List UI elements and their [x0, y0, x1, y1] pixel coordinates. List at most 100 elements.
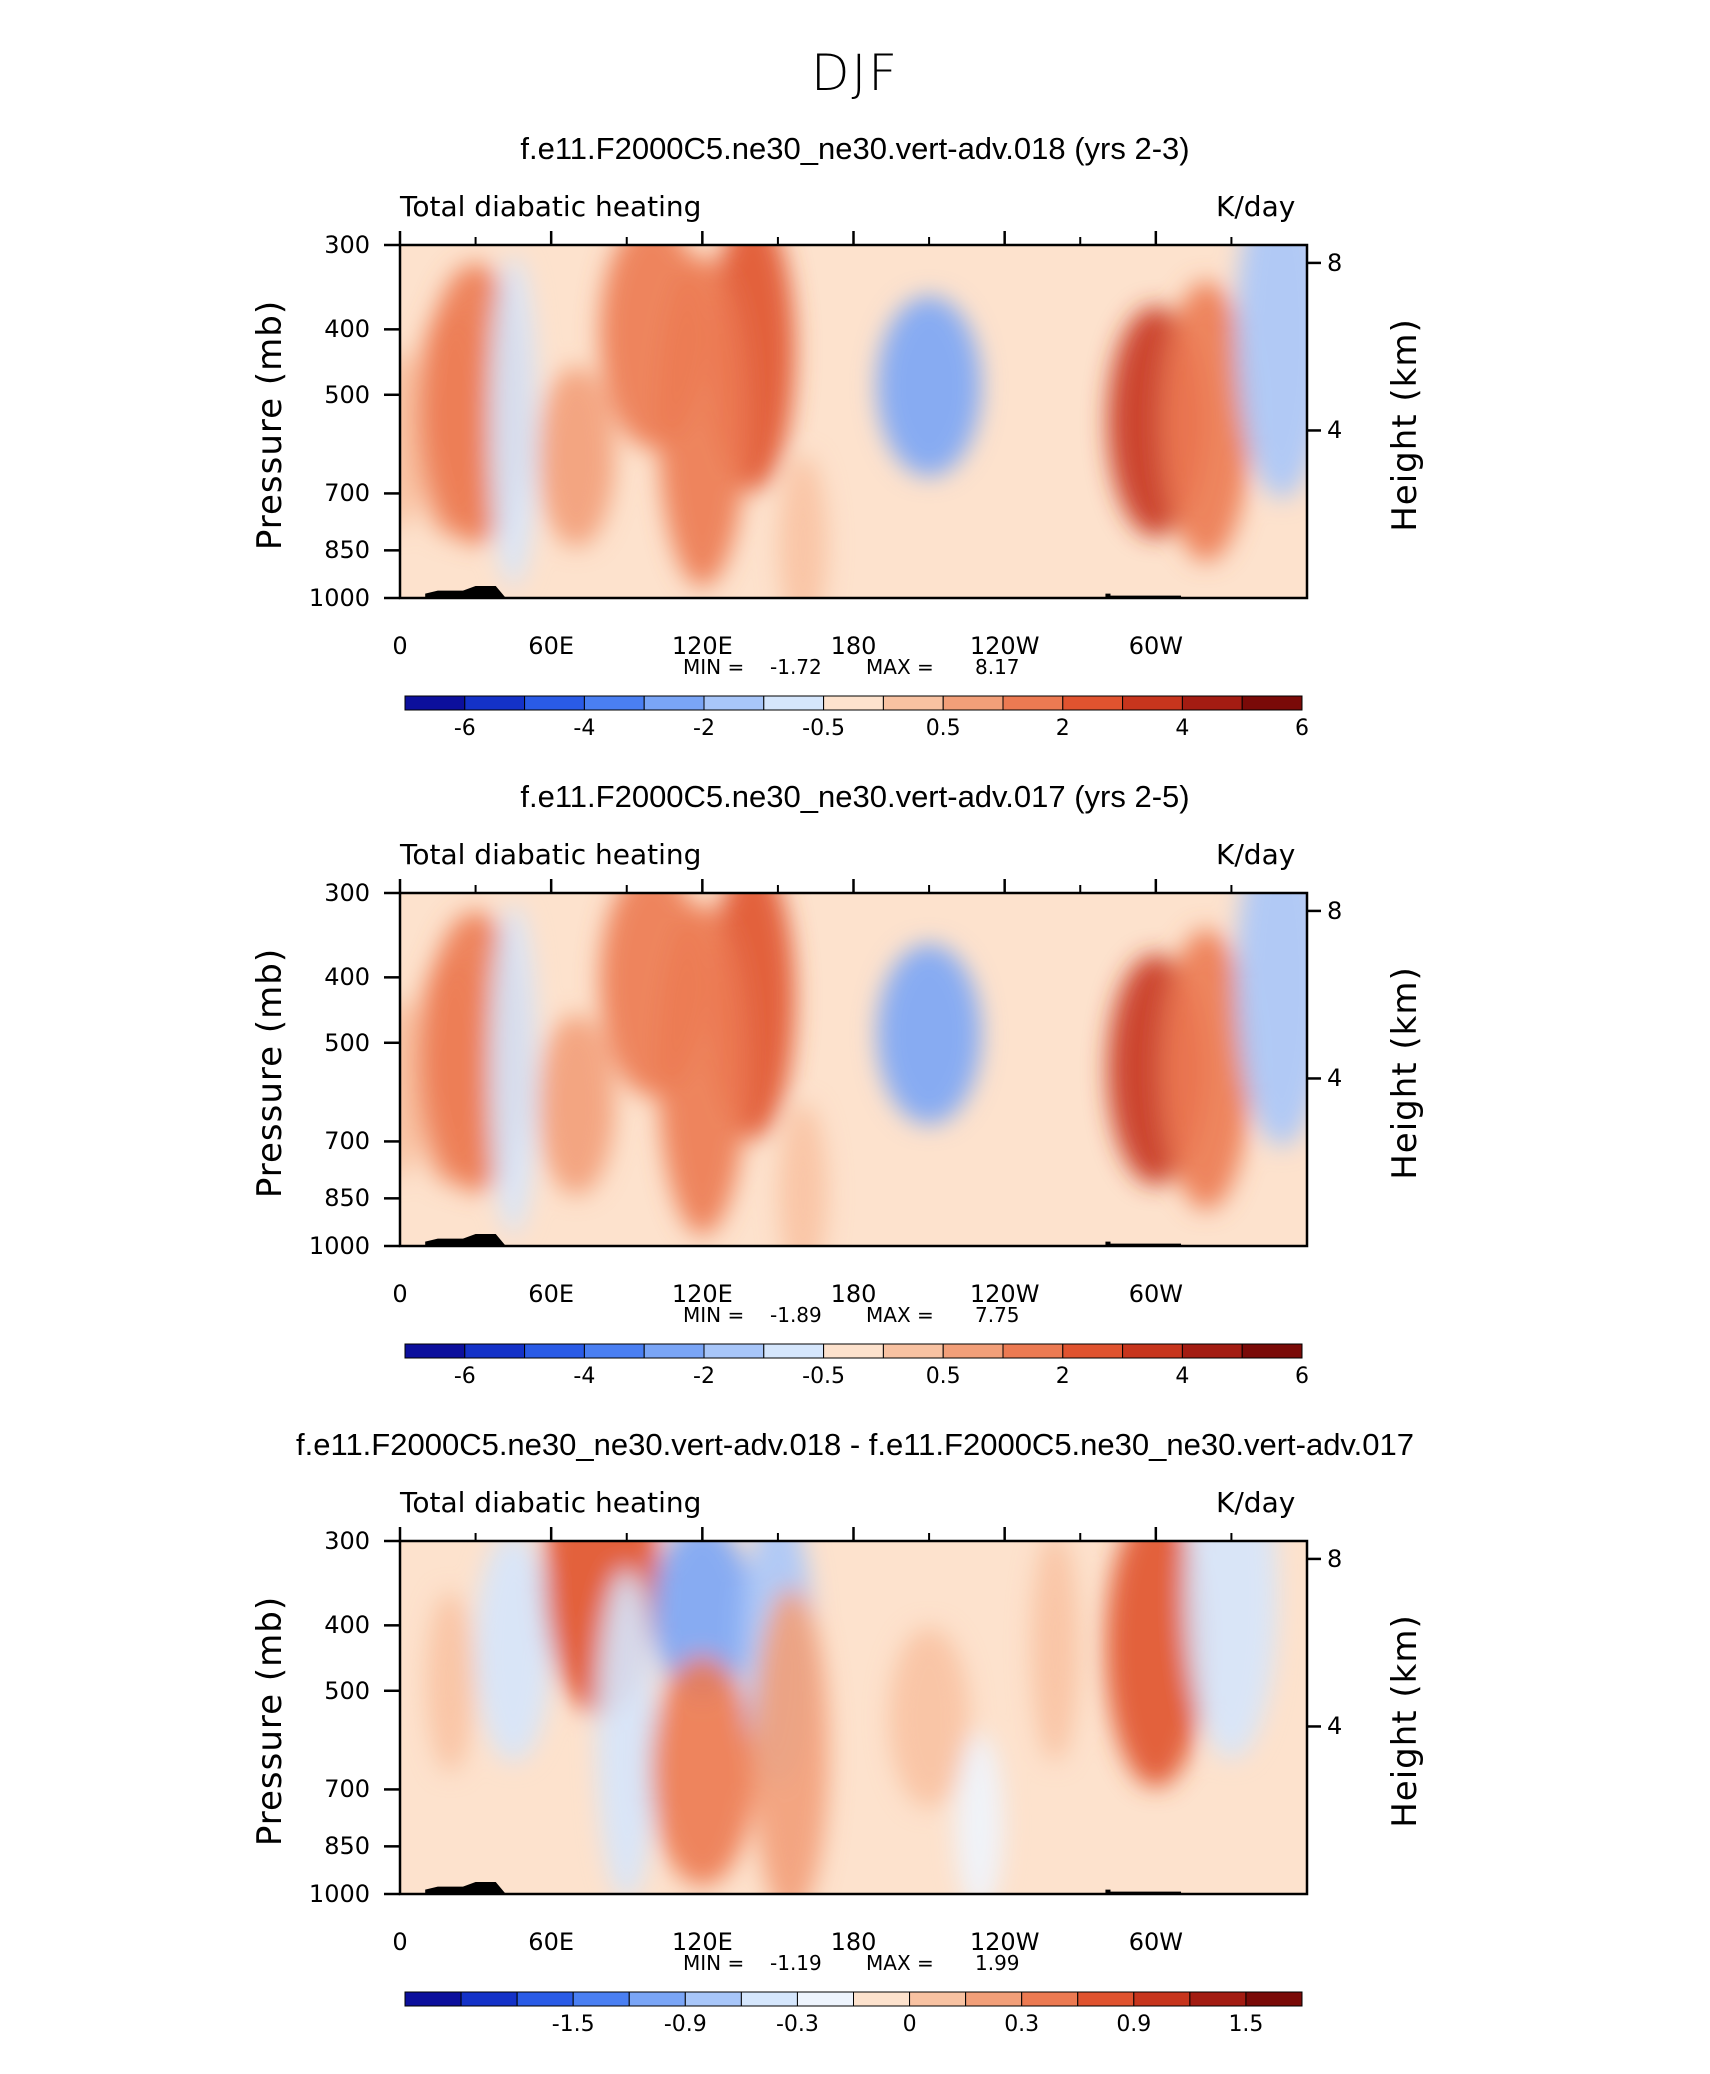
contour-feature	[877, 296, 982, 477]
figure-title: DJF	[810, 44, 899, 102]
colorbar-label: -0.5	[802, 1364, 846, 1389]
colorbar-swatch	[404, 1991, 462, 2007]
max-label: MAX =	[866, 1303, 934, 1327]
topography-mask	[425, 1234, 506, 1246]
min-label: MIN =	[683, 1303, 745, 1327]
y-right-tick-label: 4	[1327, 1064, 1343, 1093]
max-label: MAX =	[866, 655, 934, 679]
chart-svg	[384, 231, 1321, 711]
y-tick-label: 300	[324, 231, 370, 259]
colorbar-swatch	[1189, 1991, 1247, 2007]
colorbar-label: 4	[1175, 716, 1190, 741]
contour-feature	[658, 256, 747, 587]
max-value: 8.17	[975, 655, 1020, 679]
x-tick-label: 120W	[969, 1280, 1040, 1308]
colorbar-label: 2	[1055, 716, 1070, 741]
colorbar-label: 0.3	[1004, 2012, 1040, 2037]
contour-feature	[889, 1627, 970, 1808]
colorbar-label: 4	[1175, 1364, 1190, 1389]
colorbar-label: -0.3	[775, 2012, 819, 2037]
contour-feature	[955, 1733, 1004, 1894]
y-right-tick-label: 8	[1327, 1544, 1343, 1573]
y-tick-label: 300	[324, 879, 370, 907]
colorbar-label: -4	[573, 1364, 596, 1389]
max-label: MAX =	[866, 1951, 934, 1975]
left-label: Total diabatic heating	[400, 1486, 702, 1519]
x-tick-label: 60W	[1128, 1928, 1183, 1956]
contour-feature	[752, 1587, 829, 1894]
contour-feature	[596, 1570, 657, 1894]
colorbar-swatch	[684, 1991, 742, 2007]
contour-feature	[1031, 1541, 1080, 1762]
colorbar-swatch	[740, 1991, 798, 2007]
contour-feature	[538, 1014, 615, 1195]
chart-svg	[384, 879, 1321, 1359]
contour-feature	[489, 904, 538, 1235]
colorbar-swatch	[1133, 1991, 1191, 2007]
y-tick-label: 1000	[308, 1232, 370, 1260]
chart-panel-1: f.e11.F2000C5.ne30_ne30.vert-adv.018 (yr…	[0, 0, 1710, 741]
x-tick-label: 0	[392, 632, 408, 660]
colorbar-swatch	[1021, 1991, 1079, 2007]
contour-feature	[1162, 281, 1251, 562]
y-tick-label: 1000	[308, 1880, 370, 1908]
colorbar-swatch	[796, 1991, 854, 2007]
contour-feature	[779, 455, 828, 598]
x-tick-label: 60W	[1128, 1280, 1183, 1308]
colorbar-swatch	[853, 1991, 911, 2007]
contour-feature	[489, 256, 538, 587]
y-tick-label: 400	[324, 315, 370, 344]
colorbar-label: 0.5	[925, 716, 961, 741]
colorbar-swatch	[516, 1991, 574, 2007]
contour-feature	[1235, 893, 1307, 1147]
chart-panel-2: f.e11.F2000C5.ne30_ne30.vert-adv.017 (yr…	[0, 648, 1710, 1389]
colorbar-swatch	[1241, 695, 1303, 711]
colorbar-label: 6	[1295, 1364, 1309, 1389]
colorbar-label: -2	[693, 716, 715, 741]
x-tick-label: 0	[392, 1280, 408, 1308]
contour-feature	[1105, 1541, 1206, 1787]
y-right-tick-label: 4	[1327, 1712, 1343, 1741]
contour-feature	[877, 944, 982, 1125]
x-tick-label: 0	[392, 1928, 408, 1956]
topography-mask	[425, 1882, 506, 1894]
contour-feature	[475, 1541, 552, 1762]
x-tick-label: 120W	[969, 632, 1040, 660]
chart-panel-3: f.e11.F2000C5.ne30_ne30.vert-adv.018 - f…	[0, 1296, 1710, 2037]
x-tick-label: 60E	[528, 1928, 575, 1956]
x-tick-label: 180	[830, 1280, 877, 1308]
y-tick-label: 1000	[308, 584, 370, 612]
right-label: K/day	[1216, 190, 1296, 223]
colorbar-label: -6	[453, 1364, 476, 1389]
y-tick-label: 700	[324, 479, 370, 508]
y-right-tick-label: 8	[1327, 896, 1343, 925]
contour-feature	[658, 904, 747, 1235]
x-tick-label: 60E	[528, 1280, 575, 1308]
contour-feature	[1162, 929, 1251, 1210]
y-tick-label: 850	[324, 536, 370, 565]
max-value: 7.75	[975, 1303, 1020, 1327]
y-right-tick-label: 4	[1327, 416, 1343, 445]
min-label: MIN =	[683, 1951, 745, 1975]
colorbar-label: -6	[453, 716, 476, 741]
x-tick-label: 120E	[671, 1928, 733, 1956]
colorbar-label: 2	[1055, 1364, 1070, 1389]
topography-mask	[425, 586, 506, 598]
min-value: -1.19	[770, 1951, 822, 1975]
colorbar-swatch	[965, 1991, 1023, 2007]
y-right-tick-label: 8	[1327, 248, 1343, 277]
y-tick-label: 500	[324, 380, 370, 409]
colorbar-swatch	[628, 1991, 686, 2007]
y-tick-label: 500	[324, 1676, 370, 1705]
x-tick-label: 120W	[969, 1928, 1040, 1956]
colorbar-label: 0.5	[925, 1364, 961, 1389]
right-label: K/day	[1216, 1486, 1296, 1519]
x-tick-label: 180	[830, 1928, 877, 1956]
x-tick-label: 180	[830, 632, 877, 660]
y-tick-label: 400	[324, 1611, 370, 1640]
y-tick-label: 300	[324, 1527, 370, 1555]
left-label: Total diabatic heating	[400, 190, 702, 223]
colorbar-swatch	[572, 1991, 630, 2007]
contour-feature	[652, 1541, 753, 1702]
contour-feature	[1185, 1541, 1278, 1759]
